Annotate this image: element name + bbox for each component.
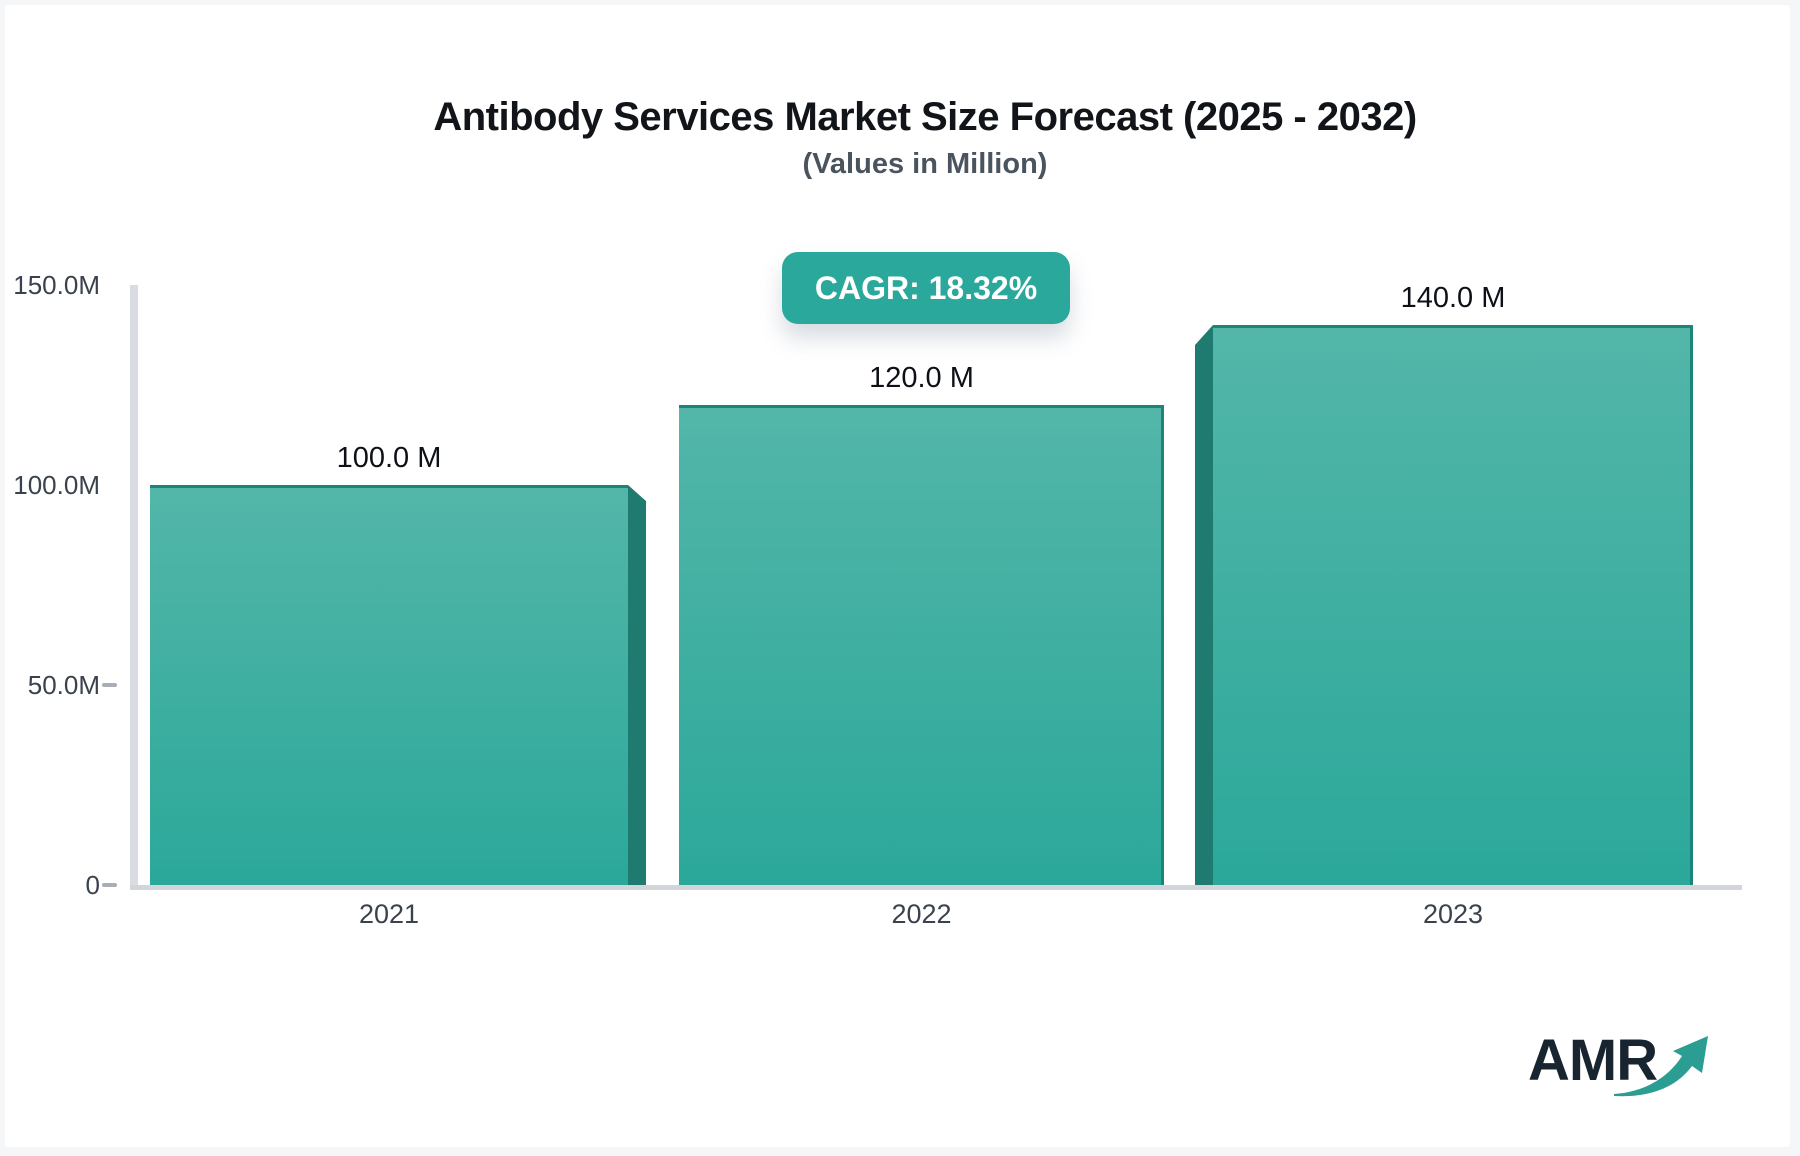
cagr-badge: CAGR: 18.32% <box>782 252 1070 324</box>
bar-value-label: 100.0 M <box>336 442 442 474</box>
y-tick-label: 0 <box>85 870 100 900</box>
x-axis-line <box>130 885 1742 890</box>
y-tick-mark <box>102 683 117 687</box>
upward-trend-arrow-icon <box>1614 1036 1708 1097</box>
bar-2023 <box>1213 325 1693 885</box>
x-tick-label: 2021 <box>358 899 420 929</box>
y-tick-label: 150.0M <box>13 270 100 300</box>
chart-subtitle: (Values in Million) <box>802 148 1048 180</box>
y-axis-line <box>130 285 138 885</box>
y-tick-label: 100.0M <box>13 470 100 500</box>
y-tick-mark <box>102 883 117 887</box>
bar-value-label: 140.0 M <box>1400 282 1506 314</box>
bar-2021 <box>150 485 628 885</box>
x-tick-label: 2022 <box>891 899 952 929</box>
bar-3d-side <box>628 485 646 885</box>
x-tick-label: 2023 <box>1422 899 1484 929</box>
amr-logo-text: AMR <box>1528 1028 1658 1093</box>
bar-3d-side <box>1195 325 1213 885</box>
bar-2022 <box>679 405 1164 885</box>
chart-title: Antibody Services Market Size Forecast (… <box>433 95 1417 139</box>
bar-value-label: 120.0 M <box>869 362 974 394</box>
y-tick-label: 50.0M <box>27 670 100 700</box>
amr-logo: AMR <box>1528 1032 1718 1102</box>
